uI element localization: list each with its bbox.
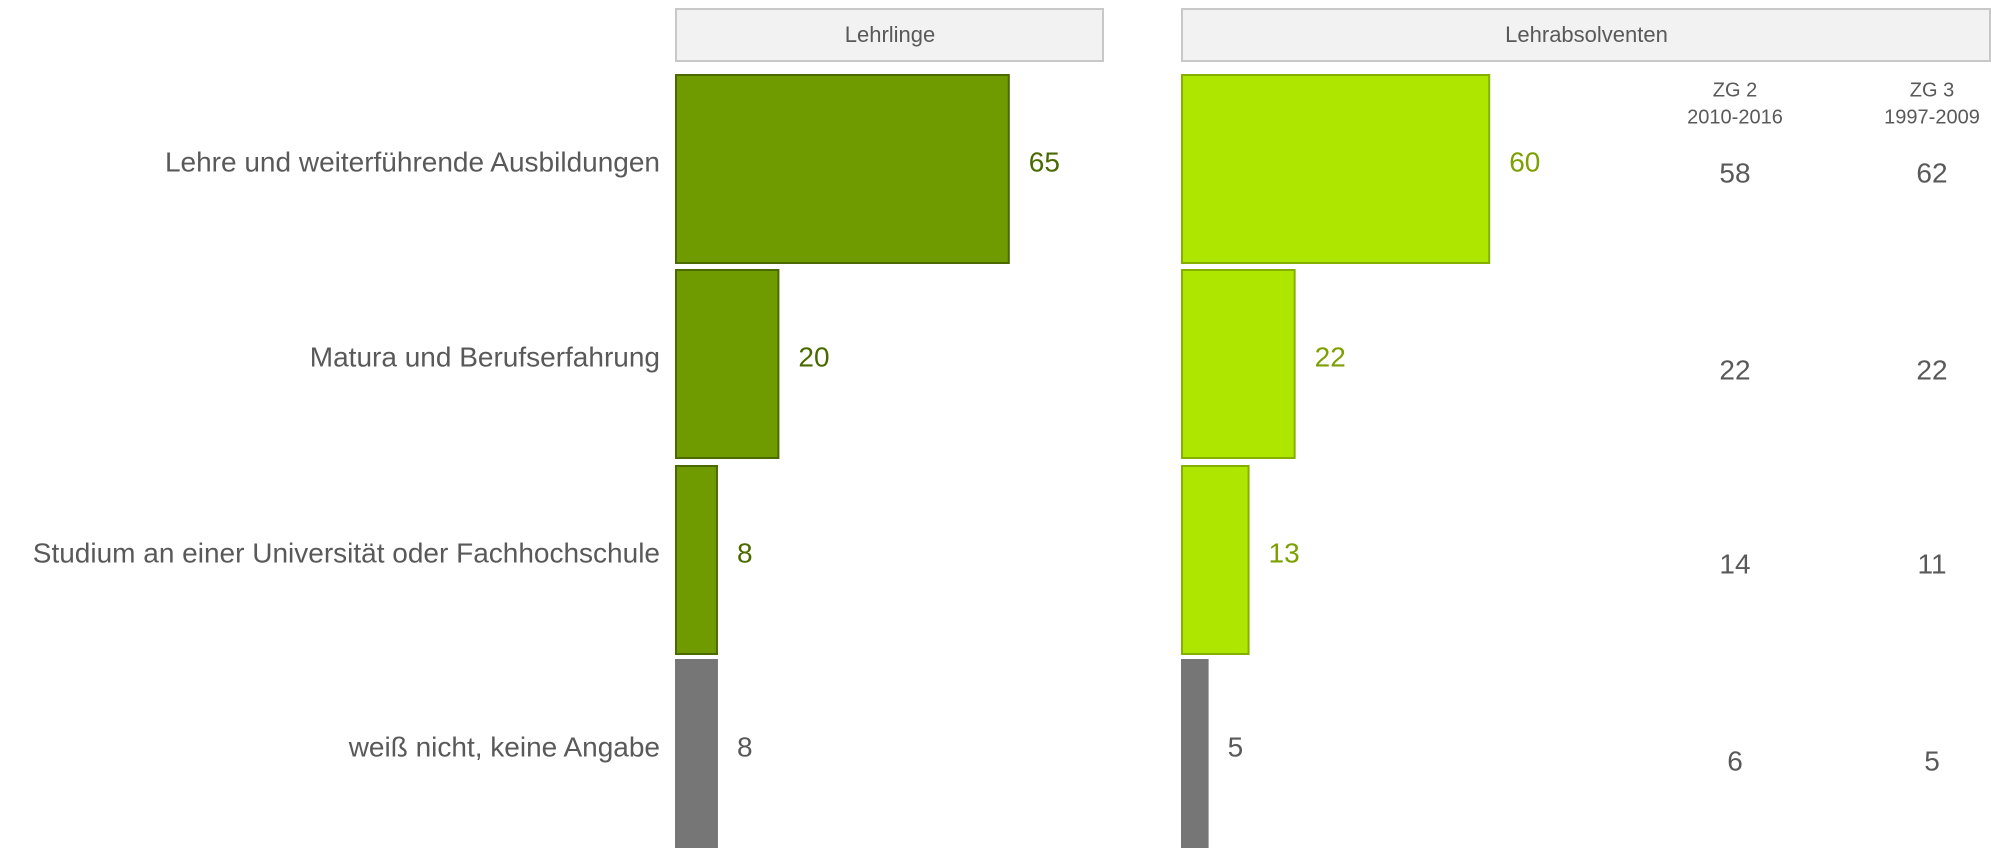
table-value: 62 (1916, 157, 1947, 188)
bar (1181, 74, 1491, 264)
panel-title: Lehrlinge (845, 22, 936, 47)
table-value: 58 (1719, 157, 1750, 188)
table-value: 14 (1719, 548, 1750, 579)
table-value: 11 (1917, 548, 1946, 579)
value-label: 13 (1269, 537, 1300, 568)
table-header-period: 1997-2009 (1884, 106, 1980, 128)
table-value: 6 (1727, 745, 1743, 776)
table-value: 5 (1924, 745, 1940, 776)
bar (675, 465, 718, 655)
panel-header (1181, 8, 1991, 62)
bar (675, 269, 780, 459)
panel-title: Lehrabsolventen (1505, 22, 1668, 47)
value-label: 8 (737, 731, 753, 762)
category-label: Lehre und weiterführende Ausbildungen (165, 146, 660, 177)
value-label: 60 (1509, 146, 1540, 177)
category-label: Studium an einer Universität oder Fachho… (33, 537, 660, 568)
table-header: ZG 2 (1713, 79, 1757, 101)
bar (675, 74, 1010, 264)
value-label: 20 (798, 341, 829, 372)
bar (675, 659, 718, 848)
value-label: 8 (737, 537, 753, 568)
value-label: 22 (1315, 341, 1346, 372)
table-header-period: 2010-2016 (1687, 106, 1783, 128)
value-label: 65 (1029, 146, 1060, 177)
bar (1181, 465, 1250, 655)
category-label: Matura und Berufserfahrung (310, 341, 660, 372)
value-label: 5 (1228, 731, 1244, 762)
table-header: ZG 3 (1910, 79, 1954, 101)
bar (1181, 659, 1209, 848)
table-value: 22 (1719, 354, 1750, 385)
bar (1181, 269, 1296, 459)
panel-header (675, 8, 1104, 62)
category-label: weiß nicht, keine Angabe (348, 731, 660, 762)
table-value: 22 (1916, 354, 1947, 385)
